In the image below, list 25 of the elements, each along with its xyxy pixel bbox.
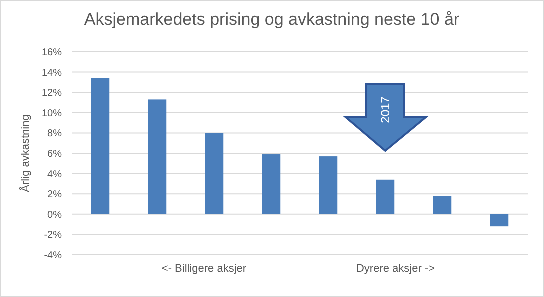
y-tick-label: 12%: [42, 88, 62, 100]
text: Dyrere aksjer ->: [356, 263, 436, 275]
down-arrow: 2017: [342, 83, 430, 152]
y-tick-label: 4%: [48, 169, 62, 180]
y-tick-label: -4%: [44, 250, 62, 262]
bar: [148, 100, 167, 214]
bar: [376, 180, 395, 214]
y-tick-label: 14%: [42, 68, 62, 79]
bar: [433, 196, 452, 214]
y-tick-label: 0%: [48, 210, 62, 221]
annotation: 2017: [378, 96, 392, 124]
y-tick-label: 8%: [48, 128, 62, 140]
bar: [262, 154, 281, 214]
bar: [205, 133, 224, 214]
bar: [319, 156, 338, 214]
y-tick-label: -2%: [44, 230, 62, 242]
y-tick-label: 16%: [42, 48, 62, 58]
text: <- Billigere aksjer: [162, 263, 247, 275]
bar: [91, 78, 110, 214]
y-tick-label: 2%: [48, 190, 62, 201]
y-tick-label: 6%: [48, 149, 62, 160]
y-axis-title: Årlig avkastning: [19, 114, 32, 192]
chart-title: Aksjemarkedets prising og avkastning neste 10 år: [84, 10, 460, 29]
bar: [490, 214, 509, 227]
y-tick-label: 10%: [42, 108, 62, 120]
